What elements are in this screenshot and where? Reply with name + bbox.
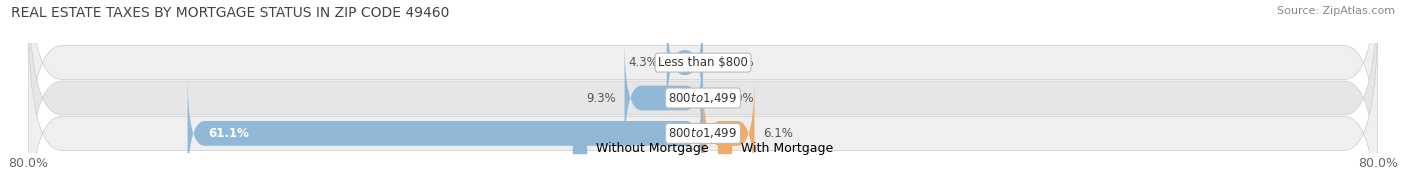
Text: Source: ZipAtlas.com: Source: ZipAtlas.com — [1277, 6, 1395, 16]
Text: REAL ESTATE TAXES BY MORTGAGE STATUS IN ZIP CODE 49460: REAL ESTATE TAXES BY MORTGAGE STATUS IN … — [11, 6, 450, 20]
Text: Less than $800: Less than $800 — [658, 56, 748, 69]
Text: 0.0%: 0.0% — [724, 92, 754, 104]
FancyBboxPatch shape — [187, 75, 703, 192]
Text: 9.3%: 9.3% — [586, 92, 616, 104]
Text: 61.1%: 61.1% — [208, 127, 249, 140]
Text: 4.3%: 4.3% — [628, 56, 658, 69]
Text: $800 to $1,499: $800 to $1,499 — [668, 91, 738, 105]
FancyBboxPatch shape — [28, 0, 1378, 187]
Legend: Without Mortgage, With Mortgage: Without Mortgage, With Mortgage — [574, 142, 832, 155]
Text: 6.1%: 6.1% — [763, 127, 793, 140]
FancyBboxPatch shape — [703, 75, 755, 192]
FancyBboxPatch shape — [28, 0, 1378, 196]
FancyBboxPatch shape — [624, 40, 703, 156]
Text: 0.0%: 0.0% — [724, 56, 754, 69]
Text: $800 to $1,499: $800 to $1,499 — [668, 126, 738, 140]
FancyBboxPatch shape — [666, 4, 703, 121]
FancyBboxPatch shape — [28, 9, 1378, 196]
